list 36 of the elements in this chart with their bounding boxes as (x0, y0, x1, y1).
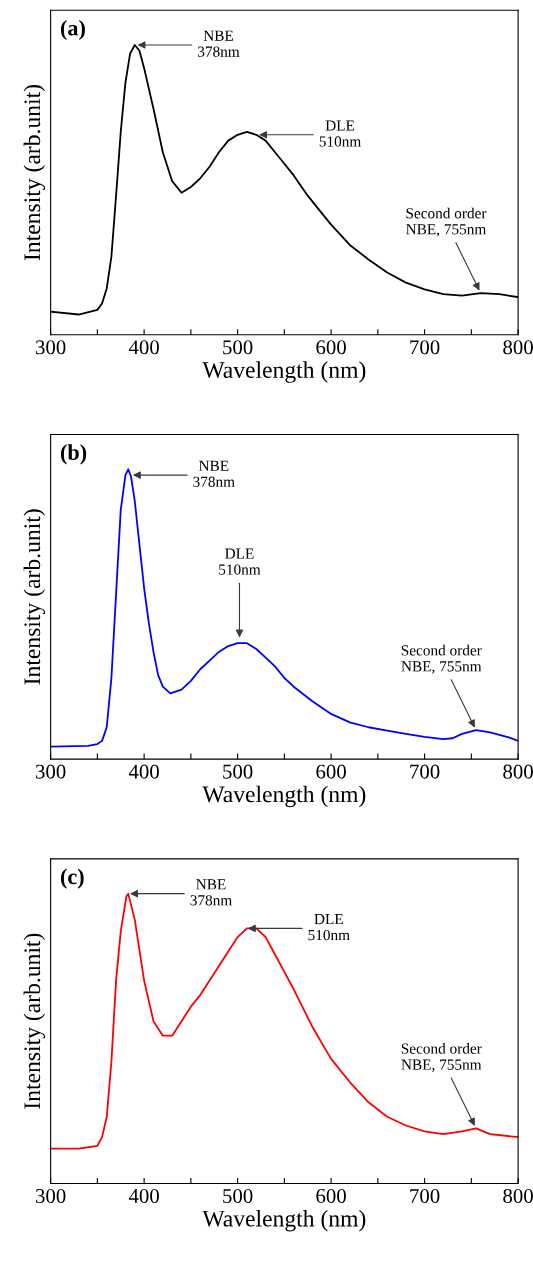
x-tick-label: 300 (36, 1188, 66, 1203)
x-tick-label: 700 (410, 340, 440, 355)
annotation: DLE 510nm (308, 914, 350, 941)
x-axis-title: Wavelength (nm) (202, 361, 366, 383)
x-tick-label: 400 (128, 764, 159, 779)
annotation: NBE 378nm (190, 879, 232, 906)
x-tick-label: 400 (128, 1188, 159, 1203)
x-tick-label: 800 (503, 1188, 533, 1203)
annotation: Second order NBE, 755nm (401, 644, 482, 674)
x-tick-label: 400 (128, 340, 159, 355)
annotation: NBE 378nm (193, 460, 235, 487)
x-tick-label: 600 (316, 764, 346, 779)
x-tick-label: 500 (223, 340, 253, 355)
x-tick-label: 600 (316, 1188, 346, 1203)
x-tick-label: 800 (503, 340, 533, 355)
x-tick-label: 700 (410, 764, 440, 779)
x-tick-label: 500 (223, 1188, 253, 1203)
x-axis-title: Wavelength (nm) (202, 1210, 366, 1232)
y-axis-title: Intensity (arb.unit) (23, 509, 46, 685)
chart-title: (a) (60, 19, 85, 41)
x-axis-title: Wavelength (nm) (202, 785, 366, 808)
annotation: Second order NBE, 755nm (406, 207, 487, 237)
annotation: DLE 510nm (319, 120, 362, 147)
x-tick-label: 300 (36, 340, 66, 355)
chart-title: (b) (60, 444, 87, 465)
annotation: DLE 510nm (219, 548, 261, 575)
y-axis-title: Intensity (arb.unit) (23, 933, 46, 1109)
x-tick-label: 800 (503, 764, 533, 779)
annotation: Second order NBE, 755nm (401, 1043, 482, 1072)
x-tick-label: 700 (410, 1188, 440, 1203)
x-tick-label: 500 (223, 764, 253, 779)
x-tick-label: 300 (36, 764, 66, 779)
chart-title: (c) (60, 868, 84, 889)
y-axis-title: Intensity (arb.unit) (23, 85, 46, 261)
x-tick-label: 600 (316, 340, 346, 355)
annotation: NBE 378nm (198, 30, 240, 57)
